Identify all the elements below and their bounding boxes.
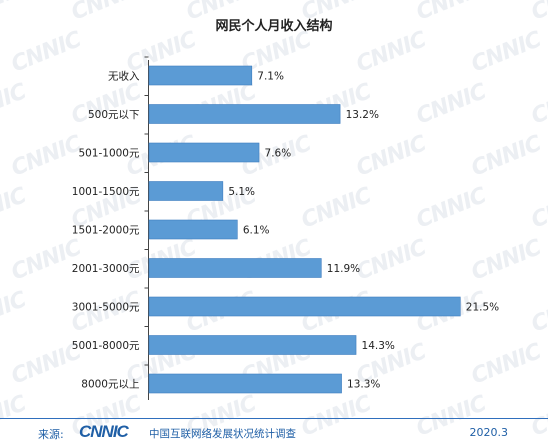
watermark-text: CNNIC	[0, 0, 30, 26]
watermark-text: CNNIC	[353, 235, 430, 286]
watermark-text: CNNIC	[528, 287, 548, 338]
value-label: 13.2%	[346, 109, 379, 121]
category-label: 3001-5000元	[72, 302, 140, 314]
bar	[148, 65, 253, 86]
bar	[148, 219, 238, 240]
watermark-text: CNNIC	[8, 235, 85, 286]
category-label: 1001-1500元	[72, 186, 140, 198]
value-label: 7.6%	[265, 148, 292, 160]
bars-group: 无收入 7.1% 500元以下 13.2% 501-1000元 7.6% 1001-1500…	[72, 56, 499, 394]
watermark-text: CNNIC	[413, 79, 490, 130]
watermark-text: CNNIC	[528, 0, 548, 26]
watermark-text: CNNIC	[0, 183, 30, 234]
chart-title: 网民个人月收入结构	[215, 18, 332, 34]
value-label: 21.5%	[466, 302, 499, 314]
footer-divider	[0, 418, 548, 419]
bar	[148, 258, 322, 278]
cnnic-logo: CNNIC	[79, 422, 129, 441]
value-label: 7.1%	[257, 71, 284, 83]
category-label: 无收入	[108, 70, 140, 83]
category-label: 8000元以上	[81, 379, 139, 391]
category-label: 5001-8000元	[72, 340, 140, 352]
bar	[148, 104, 341, 124]
watermark-text: CNNIC	[468, 131, 545, 182]
bar	[148, 296, 461, 317]
watermark-text: CNNIC	[8, 131, 85, 182]
watermark-text: CNNIC	[298, 183, 375, 234]
value-label: 5.1%	[228, 186, 255, 198]
bar	[148, 373, 342, 394]
value-label: 13.3%	[347, 379, 380, 391]
watermark-text: CNNIC	[68, 79, 145, 130]
watermark-text: CNNIC	[68, 0, 145, 26]
watermark-text: CNNIC	[528, 79, 548, 130]
watermark-text: CNNIC	[353, 27, 430, 78]
watermark-text: CNNIC	[468, 235, 545, 286]
category-label: 500元以下	[88, 109, 140, 121]
value-label: 11.9%	[327, 263, 360, 275]
watermark-text: CNNIC	[353, 131, 430, 182]
bar	[148, 142, 260, 163]
category-label: 2001-3000元	[72, 263, 140, 275]
watermark-text: CNNIC	[8, 27, 85, 78]
bar	[148, 335, 357, 355]
source-label: 来源:	[38, 428, 64, 441]
value-label: 14.3%	[362, 340, 395, 352]
value-label: 6.1%	[243, 225, 270, 237]
watermark-text: CNNIC	[413, 0, 490, 26]
watermark-text: CNNIC	[0, 79, 30, 130]
bar	[148, 181, 224, 201]
watermark-text: CNNIC	[413, 183, 490, 234]
category-label: 501-1000元	[78, 148, 140, 160]
watermark-text: CNNIC	[528, 183, 548, 234]
watermark-text: CNNIC	[0, 287, 30, 338]
survey-name: 中国互联网络发展状况统计调查	[149, 428, 296, 440]
report-date: 2020.3	[469, 426, 509, 439]
footer: 来源: CNNIC 中国互联网络发展状况统计调查 2020.3	[0, 422, 548, 442]
category-label: 1501-2000元	[72, 225, 140, 237]
watermark-text: CNNIC	[468, 339, 545, 390]
watermark-text: CNNIC	[468, 27, 545, 78]
